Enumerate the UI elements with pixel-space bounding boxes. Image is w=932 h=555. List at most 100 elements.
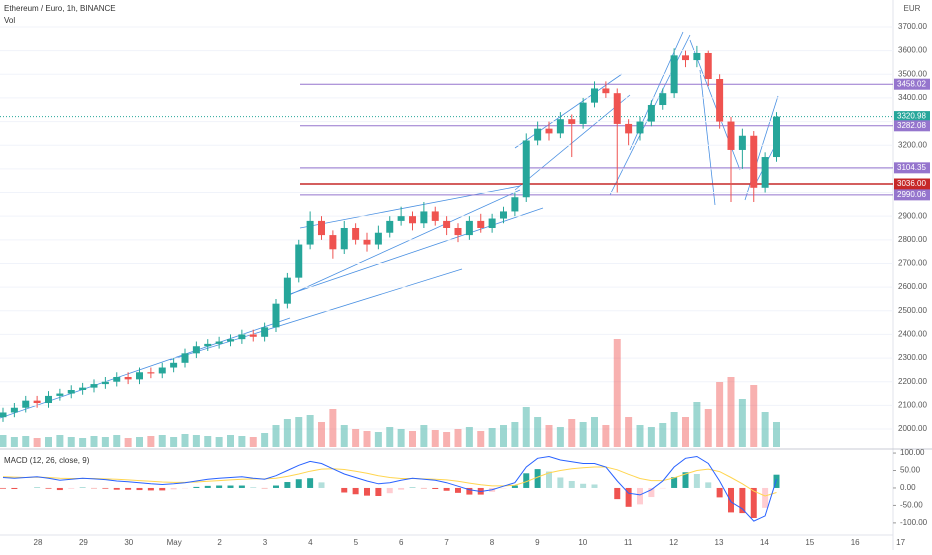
histogram-bar <box>341 488 347 493</box>
y-tick-label: 100.00 <box>900 448 925 457</box>
candle-body <box>500 211 507 218</box>
volume-bar <box>273 425 280 447</box>
histogram-bar <box>319 482 325 488</box>
volume-bar <box>739 399 746 447</box>
volume-bar <box>182 434 189 447</box>
price-level-label: 3282.08 <box>897 121 926 130</box>
x-tick-label: 7 <box>444 538 449 547</box>
x-tick-label: 10 <box>578 538 587 547</box>
x-tick-label: 16 <box>851 538 860 547</box>
volume-bar <box>500 425 507 447</box>
histogram-bar <box>717 488 723 497</box>
candle-body <box>750 136 757 188</box>
y-tick-label: 3200.00 <box>898 140 927 149</box>
y-tick-label: 2600.00 <box>898 282 927 291</box>
candle-body <box>625 124 632 133</box>
candle-body <box>0 412 7 417</box>
histogram-bar <box>57 488 63 490</box>
volume-bar <box>637 425 644 447</box>
y-tick-label: 2200.00 <box>898 377 927 386</box>
candle-body <box>466 221 473 235</box>
candle-body <box>102 382 109 384</box>
candle-body <box>261 327 268 336</box>
volume-bar <box>534 417 541 447</box>
price-level-label: 3104.35 <box>897 163 926 172</box>
y-tick-label: 50.00 <box>900 466 921 475</box>
histogram-bar <box>375 488 381 496</box>
volume-bar <box>693 402 700 447</box>
y-tick-label: 2400.00 <box>898 330 927 339</box>
histogram-bar <box>398 488 404 490</box>
price-level-label: 3036.00 <box>897 179 926 188</box>
volume-bar <box>136 437 143 447</box>
volume-bar <box>705 409 712 447</box>
candle-body <box>329 235 336 249</box>
y-tick-label: 2500.00 <box>898 306 927 315</box>
price-level-label: 2990.06 <box>897 190 926 199</box>
x-tick-label: 3 <box>263 538 268 547</box>
candle-body <box>91 384 98 388</box>
histogram-bar <box>239 486 245 488</box>
candle-body <box>489 219 496 228</box>
volume-bar <box>580 422 587 447</box>
histogram-bar <box>137 488 143 490</box>
candle-body <box>375 233 382 245</box>
x-tick-label: 9 <box>535 538 540 547</box>
volume-bar <box>22 436 29 447</box>
volume-bar <box>511 422 518 447</box>
y-tick-label: 2100.00 <box>898 400 927 409</box>
histogram-bar <box>705 482 711 488</box>
candle-body <box>34 401 41 403</box>
candle-body <box>773 117 780 157</box>
candle-body <box>659 93 666 105</box>
macd-title: MACD (12, 26, close, 9) <box>4 456 90 465</box>
candle-body <box>136 372 143 379</box>
volume-bar <box>443 432 450 447</box>
histogram-bar <box>148 488 154 490</box>
histogram-bar <box>296 479 302 488</box>
volume-bar <box>716 382 723 447</box>
y-tick-label: 3600.00 <box>898 46 927 55</box>
histogram-bar <box>580 484 586 488</box>
volume-bar <box>523 407 530 447</box>
histogram-bar <box>11 488 17 489</box>
candle-body <box>409 216 416 223</box>
histogram-bar <box>432 488 438 489</box>
volume-bar <box>204 436 211 447</box>
histogram-bar <box>159 488 165 490</box>
candle-body <box>705 53 712 79</box>
volume-bar <box>250 437 257 447</box>
histogram-bar <box>171 488 177 489</box>
candle-body <box>557 119 564 133</box>
candle-body <box>398 216 405 221</box>
candle-body <box>432 211 439 220</box>
volume-bar <box>455 429 462 447</box>
histogram-bar <box>216 486 222 488</box>
candle-body <box>614 93 621 124</box>
histogram-bar <box>273 486 279 488</box>
x-tick-label: 4 <box>308 538 313 547</box>
candle-body <box>693 53 700 60</box>
candle-body <box>56 394 63 396</box>
candle-body <box>352 228 359 240</box>
volume-bar <box>546 425 553 447</box>
volume-bar <box>466 427 473 447</box>
volume-bar <box>56 435 63 447</box>
histogram-bar <box>353 488 359 494</box>
volume-bar <box>341 425 348 447</box>
candle-body <box>420 211 427 223</box>
volume-bar <box>352 429 359 447</box>
histogram-bar <box>46 488 52 489</box>
candle-body <box>11 408 18 413</box>
volume-bar <box>159 435 166 447</box>
candle-body <box>523 140 530 197</box>
x-tick-label: 17 <box>896 538 905 547</box>
candle-body <box>534 129 541 141</box>
volume-bar <box>682 417 689 447</box>
volume-bar <box>34 438 41 447</box>
histogram-bar <box>762 488 768 508</box>
candle-body <box>182 353 189 362</box>
x-tick-label: 30 <box>124 538 133 547</box>
histogram-bar <box>557 477 563 487</box>
